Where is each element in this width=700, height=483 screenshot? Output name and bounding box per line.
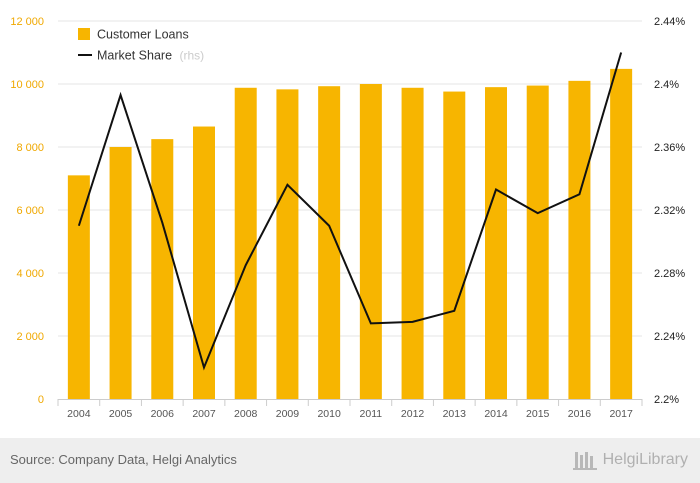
bar [485,87,507,400]
left-tick-label: 4 000 [16,268,44,280]
bar [443,91,466,399]
left-tick-label: 0 [38,394,44,406]
gridlines [58,20,642,337]
right-tick-label: 2.4% [654,79,679,91]
legend-bar-swatch [78,28,90,40]
x-tick-label: 2005 [109,408,133,420]
x-tick-label: 2013 [443,408,467,420]
brand-logo: HelgiLibrary [572,448,688,472]
bar [401,87,424,399]
svg-text:Market Share (rhs): Market Share (rhs) [97,49,204,63]
x-tick-label: 2011 [360,408,383,420]
bar-series [67,68,633,400]
bar [318,86,341,399]
bar [193,126,215,400]
bar [234,87,257,399]
source-text: Source: Company Data, Helgi Analytics [10,452,237,467]
line-series [77,52,623,371]
bar [151,139,174,399]
left-tick-label: 8 000 [16,142,44,154]
x-tick-label: 2017 [609,408,633,420]
left-axis-ticks: 0 2 000 4 000 6 000 8 000 10 000 12 000 [10,16,44,406]
right-tick-label: 2.2% [654,394,679,406]
x-tick-label: 2014 [484,408,508,420]
legend-line-suffix: (rhs) [180,49,205,63]
brand-name: HelgiLibrary [602,451,688,468]
right-tick-label: 2.28% [654,268,685,280]
x-tick-label: 2004 [67,408,91,420]
market-share-line [77,52,623,371]
legend-bar-label: Customer Loans [97,28,189,42]
legend-line-label: Market Share [97,49,172,63]
left-tick-label: 12 000 [10,16,44,28]
bar [568,80,591,399]
left-tick-label: 6 000 [16,205,44,217]
x-tick-label: 2008 [234,408,258,420]
x-tick-label: 2016 [568,408,592,420]
bar [276,89,299,399]
x-tick-label: 2009 [276,408,300,420]
right-tick-label: 2.36% [654,142,685,154]
x-axis-ticks: 2004 2005 2006 2007 2008 2009 2010 2011 2012 2013… [57,399,643,420]
x-tick-label: 2015 [526,408,550,420]
bar [610,68,633,399]
x-tick-label: 2010 [317,408,341,420]
x-tick-label: 2012 [401,408,425,420]
bar [359,84,382,399]
right-tick-label: 2.24% [654,331,685,343]
x-tick-label: 2007 [192,408,216,420]
footer: Source: Company Data, Helgi Analytics He… [0,438,700,483]
left-tick-label: 2 000 [16,331,44,343]
legend: Customer Loans Market Share (rhs) [78,28,204,63]
bar [109,147,132,399]
bar [526,85,549,399]
right-tick-label: 2.44% [654,16,685,28]
bar [67,175,90,399]
right-axis-ticks: 2.2% 2.24% 2.28% 2.32% 2.36% 2.4% 2.44% [654,16,685,406]
library-icon [572,452,597,470]
right-tick-label: 2.32% [654,205,685,217]
x-tick-label: 2006 [151,408,175,420]
left-tick-label: 10 000 [10,79,44,91]
